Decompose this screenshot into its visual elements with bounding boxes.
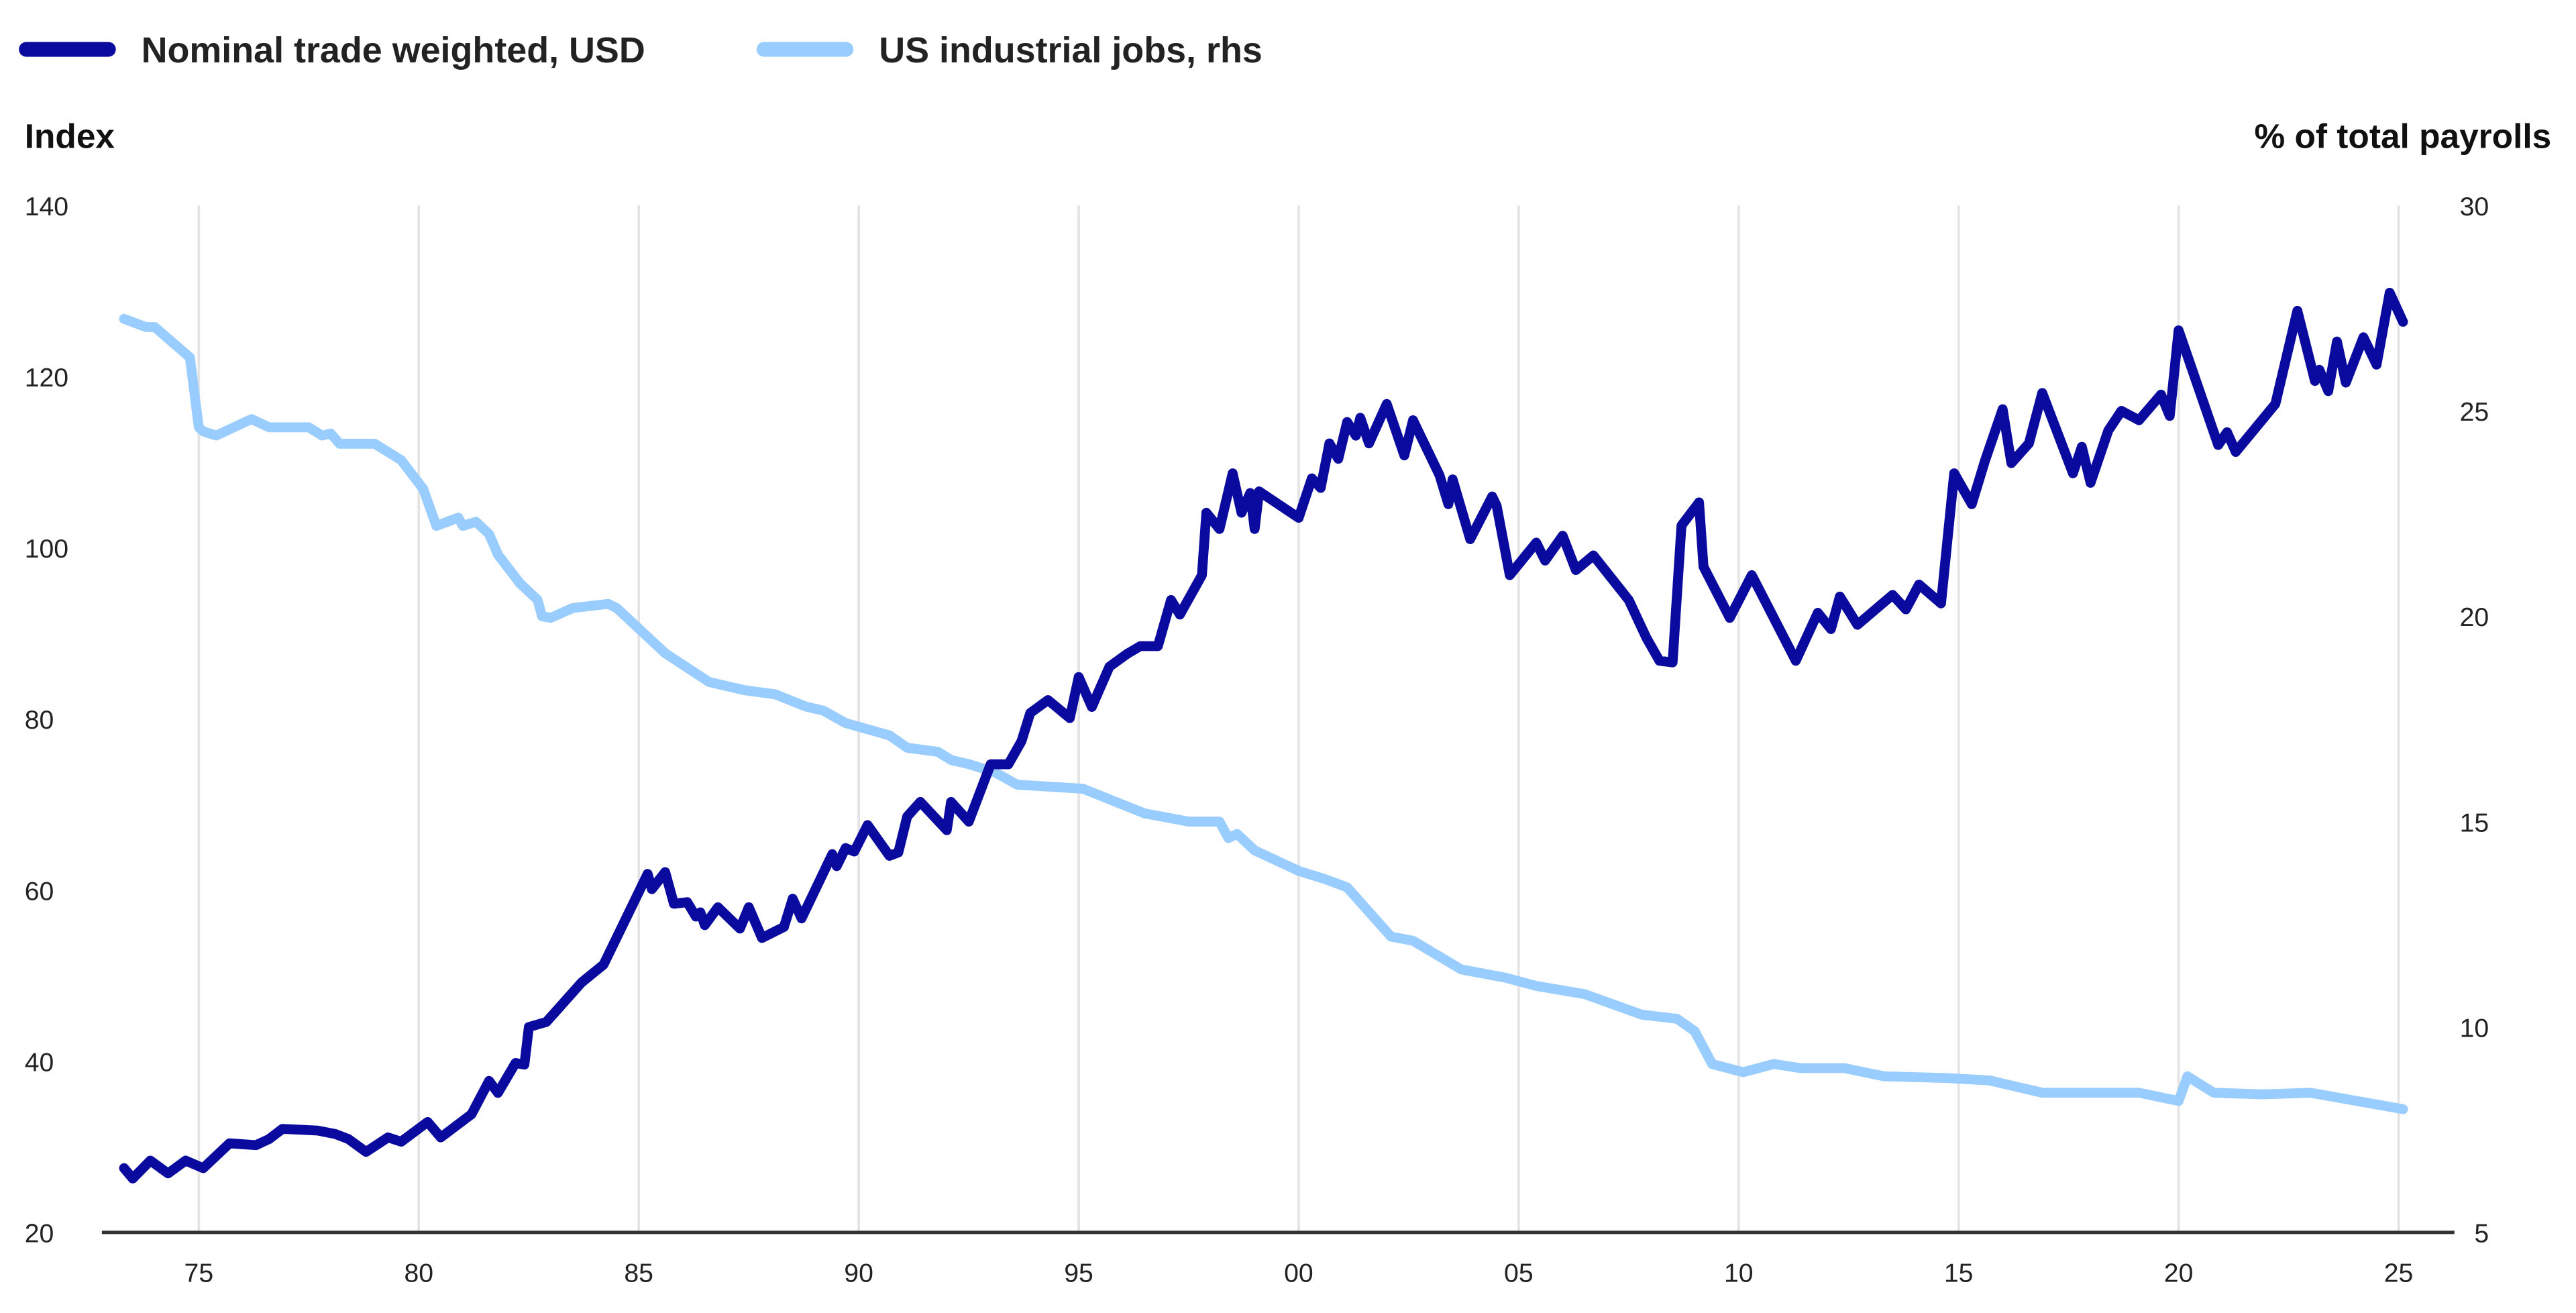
series-lines <box>119 287 2408 1184</box>
right-tick-label: 30 <box>2460 193 2489 221</box>
right-axis-ticks: 5 10 15 20 25 30 <box>2460 193 2489 1249</box>
right-tick-label: 20 <box>2460 603 2489 632</box>
x-tick-label: 10 <box>1724 1259 1754 1288</box>
x-axis-ticks: 75 80 85 90 95 00 05 10 15 20 25 <box>184 1259 2414 1288</box>
x-tick-label: 90 <box>844 1259 873 1288</box>
left-tick-label: 20 <box>25 1220 54 1249</box>
x-tick-label: 75 <box>184 1259 214 1288</box>
legend-label-jobs: US industrial jobs, rhs <box>879 30 1263 70</box>
left-tick-label: 120 <box>25 364 68 392</box>
right-tick-label: 15 <box>2460 808 2489 837</box>
x-tick-label: 85 <box>624 1259 653 1288</box>
series-line-usd <box>119 287 2408 1184</box>
left-axis-title: Index <box>25 117 115 156</box>
left-tick-label: 60 <box>25 877 54 906</box>
x-tick-label: 15 <box>1944 1259 1974 1288</box>
right-tick-label: 10 <box>2460 1014 2489 1043</box>
legend-label-usd: Nominal trade weighted, USD <box>142 30 645 70</box>
legend: Nominal trade weighted, USD US industria… <box>19 30 1263 70</box>
left-tick-label: 140 <box>25 193 68 221</box>
gridlines <box>197 205 2400 1232</box>
x-tick-label: 80 <box>404 1259 433 1288</box>
right-tick-label: 25 <box>2460 398 2489 427</box>
right-axis-title: % of total payrolls <box>2255 117 2552 156</box>
right-tick-label: 5 <box>2474 1220 2489 1249</box>
x-tick-label: 25 <box>2384 1259 2414 1288</box>
series-line-industrial-jobs <box>119 313 2408 1114</box>
left-axis-ticks: 20 40 60 80 100 120 140 <box>25 193 68 1249</box>
x-tick-label: 00 <box>1284 1259 1313 1288</box>
left-tick-label: 100 <box>25 535 68 564</box>
x-tick-label: 95 <box>1064 1259 1093 1288</box>
left-tick-label: 80 <box>25 706 54 735</box>
x-tick-label: 20 <box>2164 1259 2194 1288</box>
x-tick-label: 05 <box>1504 1259 1534 1288</box>
left-tick-label: 40 <box>25 1048 54 1077</box>
